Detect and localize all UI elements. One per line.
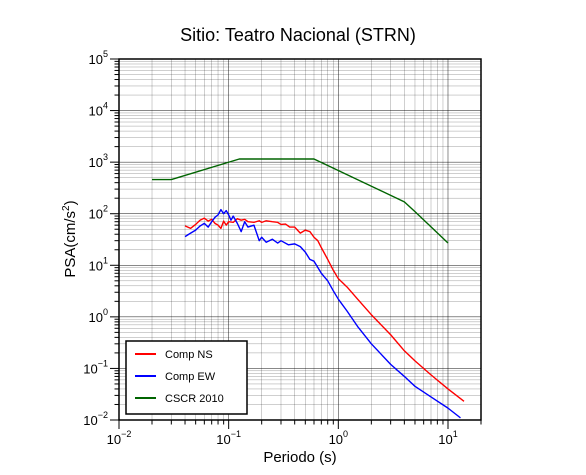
grid	[118, 58, 482, 421]
x-tick-label: 10−2	[107, 429, 132, 447]
y-tick-label: 10−2	[83, 410, 108, 428]
y-tick-label: 10−1	[83, 358, 108, 376]
legend-label-comp-ns: Comp NS	[165, 349, 213, 361]
axis-ticks	[110, 58, 482, 429]
y-tick-label: 103	[89, 152, 108, 170]
series-line-cscr-2010	[152, 158, 449, 244]
y-tick-label: 105	[89, 49, 108, 67]
legend-label-cscr-2010: CSCR 2010	[165, 393, 224, 405]
series-line-comp-ew	[184, 208, 461, 419]
y-axis-label-suffix: )	[62, 200, 79, 205]
x-tick-label: 100	[329, 429, 348, 447]
chart-title: Sitio: Teatro Nacional (STRN)	[180, 25, 416, 45]
y-tick-label: 101	[89, 255, 108, 273]
x-tick-label: 10−1	[216, 429, 241, 447]
x-axis-label: Periodo (s)	[263, 449, 336, 466]
plot-frame	[118, 58, 482, 421]
y-axis-label: PSA(cm/s2)	[61, 200, 79, 277]
axis-tick-labels: 10−2 10−1 100 101 10−2 10−1 100 101 102 103 104 105	[83, 49, 457, 447]
series-line-comp-ns	[184, 217, 465, 402]
legend: Comp NS Comp EW CSCR 2010	[125, 340, 248, 415]
series-lines	[152, 158, 465, 419]
y-axis-label-prefix: PSA(cm/s	[62, 211, 79, 278]
x-tick-label: 101	[438, 429, 457, 447]
y-tick-label: 104	[89, 101, 108, 119]
y-tick-label: 100	[89, 307, 108, 325]
y-axis-label-sup: 2	[61, 205, 72, 211]
y-tick-label: 102	[89, 204, 108, 222]
legend-label-comp-ew: Comp EW	[165, 371, 216, 383]
